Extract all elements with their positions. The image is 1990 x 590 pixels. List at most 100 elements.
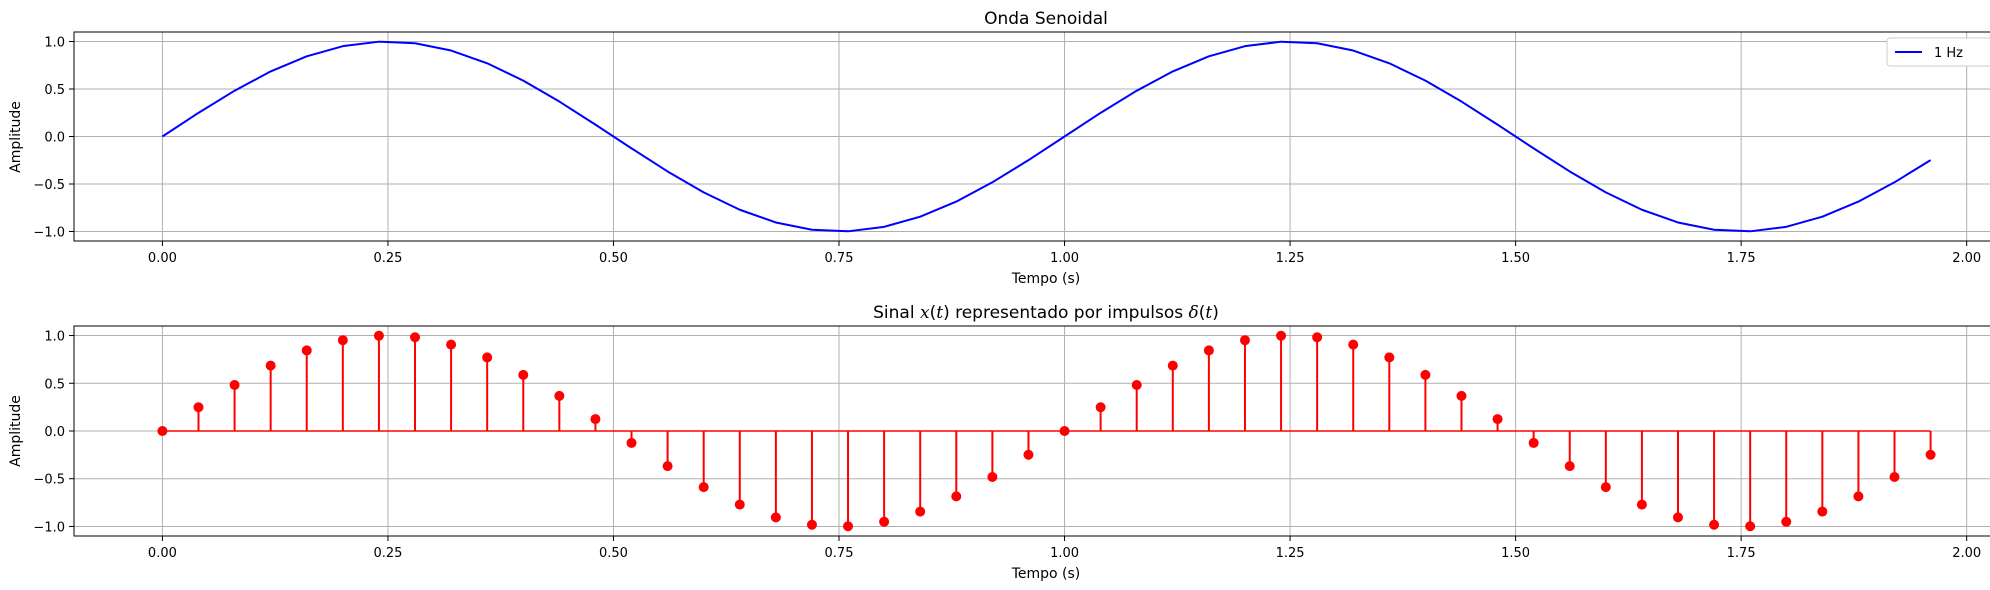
stem-marker <box>1564 461 1575 472</box>
stem-marker <box>1095 402 1106 413</box>
stem-marker <box>590 414 601 425</box>
x-tick-label: 0.50 <box>599 251 628 266</box>
stem-marker <box>1023 449 1034 460</box>
stem-marker <box>843 521 854 532</box>
x-ticks: 0.00 0.25 0.50 0.75 1.00 1.25 1.50 1.75 2.00 <box>148 536 1981 561</box>
title-text: ( <box>930 303 937 323</box>
legend-label: 1 Hz <box>1934 46 1963 61</box>
stem-marker <box>1203 345 1214 356</box>
title-math: δ <box>1188 303 1198 323</box>
x-tick-label: 0.50 <box>599 546 628 561</box>
stem-marker <box>1239 335 1250 346</box>
stem-marker <box>1276 330 1287 341</box>
stem-marker <box>157 426 168 436</box>
stem-marker <box>626 437 637 448</box>
stem-marker <box>915 506 926 517</box>
x-tick-label: 1.75 <box>1727 251 1756 266</box>
x-tick-label: 0.00 <box>148 251 177 266</box>
chart-title: Onda Senoidal <box>984 9 1108 29</box>
x-tick-label: 1.00 <box>1050 251 1079 266</box>
y-tick-label: −1.0 <box>33 226 65 241</box>
x-tick-label: 0.75 <box>825 546 854 561</box>
stem-marker <box>1492 414 1503 425</box>
y-tick-label: 0.5 <box>44 377 65 392</box>
stem-marker <box>554 390 565 401</box>
x-tick-label: 1.75 <box>1727 546 1756 561</box>
stem-marker <box>1456 390 1467 401</box>
stem-marker <box>410 332 421 343</box>
stem-marker <box>1781 516 1792 527</box>
x-tick-label: 0.25 <box>373 251 402 266</box>
y-ticks: 1.0 0.5 0.0 −0.5 −1.0 <box>33 330 74 535</box>
x-tick-label: 2.00 <box>1952 546 1981 561</box>
title-text: ) representado por impulsos <box>943 303 1188 323</box>
stem-marker <box>1709 519 1720 530</box>
legend: 1 Hz <box>1886 37 1990 67</box>
stem-marker <box>229 379 240 390</box>
stem-marker <box>1420 369 1431 380</box>
stem-marker <box>1600 482 1611 493</box>
y-tick-label: 1.0 <box>44 330 65 345</box>
stem-marker <box>1853 491 1864 502</box>
stem-marker <box>1059 426 1070 436</box>
y-axis-label: Amplitude <box>8 101 24 173</box>
title-text: ) <box>1212 303 1219 323</box>
stem-marker <box>301 345 312 356</box>
title-text: Sinal <box>873 303 920 323</box>
x-tick-label: 0.25 <box>373 546 402 561</box>
stem-marker <box>1312 332 1323 343</box>
stem-marker <box>373 330 384 341</box>
y-tick-label: −1.0 <box>33 520 65 535</box>
y-tick-label: 1.0 <box>44 36 65 51</box>
y-ticks: 1.0 0.5 0.0 −0.5 −1.0 <box>33 36 74 241</box>
title-math: x <box>920 303 930 323</box>
series-stems <box>157 330 1936 532</box>
stem-marker <box>1745 521 1756 532</box>
y-tick-label: −0.5 <box>33 178 65 193</box>
stem-marker <box>1636 499 1647 510</box>
x-tick-label: 1.50 <box>1501 546 1530 561</box>
stem-marker <box>193 402 204 413</box>
x-tick-label: 0.75 <box>825 251 854 266</box>
y-tick-label: 0.0 <box>44 425 65 440</box>
sine-line <box>161 40 1932 233</box>
stem-marker <box>1348 339 1359 350</box>
stem-marker <box>879 516 890 527</box>
stem-marker <box>987 472 998 483</box>
stem-marker <box>518 369 529 380</box>
x-tick-label: 1.50 <box>1501 251 1530 266</box>
y-tick-label: 0.5 <box>44 83 65 98</box>
x-axis-label: Tempo (s) <box>1011 566 1081 582</box>
stem-marker <box>1817 506 1828 517</box>
chart-top-sine-wave: Onda Senoidal 0.00 0.25 0.50 0.75 1.00 1.25 1.… <box>8 9 1990 287</box>
stem-marker <box>337 335 348 346</box>
x-tick-label: 1.25 <box>1276 546 1305 561</box>
chart-title: Sinal x(t) representado por impulsos δ(t… <box>873 303 1219 323</box>
stem-marker <box>770 512 781 523</box>
stem-marker <box>1384 352 1395 363</box>
stem-marker <box>1672 512 1683 523</box>
title-math: t <box>936 303 943 323</box>
y-axis-label: Amplitude <box>8 395 24 467</box>
x-ticks: 0.00 0.25 0.50 0.75 1.00 1.25 1.50 1.75 2.00 <box>148 241 1981 266</box>
stem-marker <box>662 461 673 472</box>
stem-marker <box>698 482 709 493</box>
stem-marker <box>734 499 745 510</box>
x-tick-label: 2.00 <box>1952 251 1981 266</box>
legend-box <box>1886 37 1990 67</box>
stem-marker <box>265 360 276 371</box>
x-axis-label: Tempo (s) <box>1011 271 1081 287</box>
stem-marker <box>1528 437 1539 448</box>
stem-marker <box>1167 360 1178 371</box>
stem-marker <box>1131 379 1142 390</box>
x-tick-label: 1.25 <box>1276 251 1305 266</box>
x-tick-label: 1.00 <box>1050 546 1079 561</box>
stem-marker <box>446 339 457 350</box>
stem-marker <box>951 491 962 502</box>
title-math: t <box>1205 303 1212 323</box>
title-text: ( <box>1199 303 1206 323</box>
chart-bottom-impulses: Sinal x(t) representado por impulsos δ(t… <box>8 303 1990 582</box>
stem-marker <box>806 519 817 530</box>
y-tick-label: 0.0 <box>44 131 65 146</box>
